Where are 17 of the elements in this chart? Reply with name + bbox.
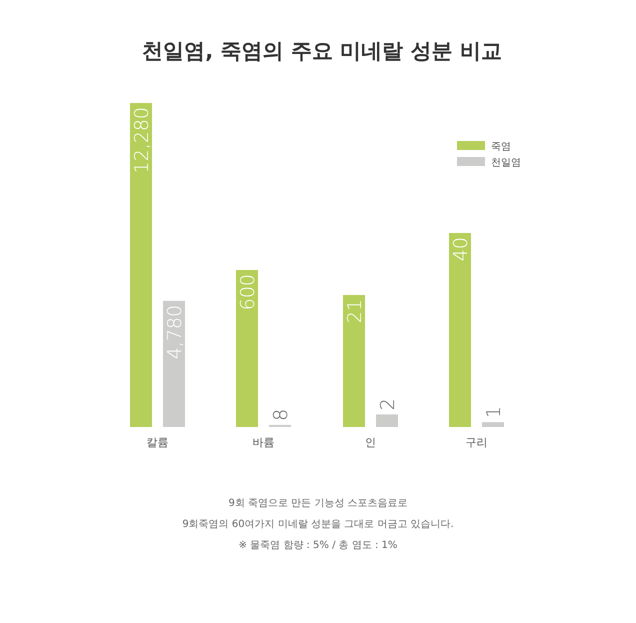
x-tick-label: 바륨 xyxy=(252,436,274,449)
data-label: 12,280 xyxy=(131,107,153,174)
x-tick-label: 칼륨 xyxy=(146,436,168,449)
text: 9회죽염의 60여가지 미네랄 성분을 그대로 머금고 있습니다. xyxy=(182,519,454,530)
data-label: 8 xyxy=(270,408,292,421)
x-tick-label: 구리 xyxy=(466,436,488,449)
data-label: 600 xyxy=(237,274,259,310)
text: ※ 물죽염 함량 : 5% / 총 염도 : 1% xyxy=(238,540,398,551)
data-label: 40 xyxy=(450,237,472,262)
text: 9회 죽염으로 만든 기능성 스포츠음료로 xyxy=(228,498,408,509)
text: 천일염, 죽염의 주요 미네랄 성분 비교 xyxy=(142,39,502,63)
x-tick-label: 인 xyxy=(365,436,376,449)
legend-label: 죽염 xyxy=(491,142,511,152)
data-label: 1 xyxy=(483,406,505,418)
legend-label: 천일염 xyxy=(491,158,521,168)
data-label: 21 xyxy=(344,299,366,324)
data-label: 2 xyxy=(377,398,399,410)
